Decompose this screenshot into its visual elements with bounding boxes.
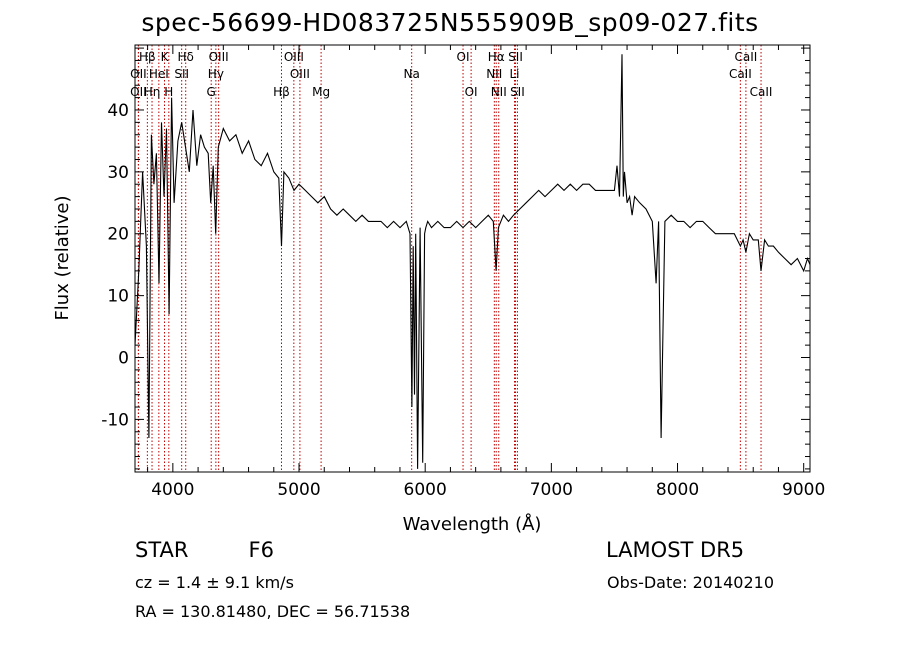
x-tick-label: 8000 [656,480,699,500]
line-marker-label: SII [508,50,523,64]
line-marker-label: OII [130,67,147,81]
line-marker-label: SII [510,85,525,99]
line-marker-label: CaII [729,67,752,81]
x-axis: 4000 5000 6000 7000 8000 9000 [147,45,825,500]
object-class-line: STAR F6 [135,538,274,562]
line-marker-label: HeI [149,67,169,81]
line-marker-label: Hδ [178,50,194,64]
x-tick-label: 7000 [530,480,573,500]
x-tick-label: 4000 [151,480,194,500]
line-marker-label: Na [404,67,420,81]
y-tick-label: 30 [107,163,129,183]
x-tick-label: 6000 [404,480,447,500]
y-tick-label: 10 [107,287,129,307]
line-marker-label: OIII [209,50,229,64]
line-marker-label: OII [130,85,147,99]
line-marker-label: H [164,85,173,99]
line-marker-label: Mg [312,85,330,99]
x-tick-label: 9000 [782,480,825,500]
x-tick-label: 5000 [277,480,320,500]
line-marker-label: G [207,85,216,99]
y-axis-label: Flux (relative) [52,195,73,320]
y-axis: -10 0 10 20 30 40 [101,47,810,470]
line-marker-label: SII [174,67,189,81]
line-marker-label: OI [465,85,478,99]
object-class: STAR [135,538,189,562]
line-marker-label: CaII [750,85,773,99]
object-subclass: F6 [248,538,274,562]
line-marker-label: Hα [488,50,505,64]
line-marker-label: CaII [735,50,758,64]
y-tick-label: 40 [107,101,129,121]
line-marker-label: K [161,50,170,64]
obs-date: Obs-Date: 20140210 [607,573,775,592]
y-tick-label: 0 [118,349,129,369]
survey-name: LAMOST DR5 [606,538,745,562]
spectrum-series [135,54,810,469]
line-marker-label: Hγ [208,67,224,81]
redshift-readout: cz = 1.4 ± 9.1 km/s [135,573,294,592]
line-marker-label: Hη [144,85,161,99]
line-marker-label: Hβ [139,50,156,64]
line-marker-label: Hβ [273,85,290,99]
line-marker-label: Li [509,67,519,81]
y-tick-label: -10 [101,410,129,430]
y-tick-label: 20 [107,225,129,245]
chart-title: spec-56699-HD083725N555909B_sp09-027.fit… [141,8,759,37]
line-marker-layer [137,45,762,472]
plot-frame [134,44,811,473]
line-marker-label: OIII [290,67,310,81]
line-marker-label: NII [491,85,507,99]
line-marker-label: OI [457,50,470,64]
line-marker-label: OIII [284,50,304,64]
spectrum-line [135,54,810,469]
coordinates-readout: RA = 130.81480, DEC = 56.71538 [135,602,411,621]
x-axis-label: Wavelength (Å) [403,513,542,535]
line-marker-label: NII [486,67,502,81]
